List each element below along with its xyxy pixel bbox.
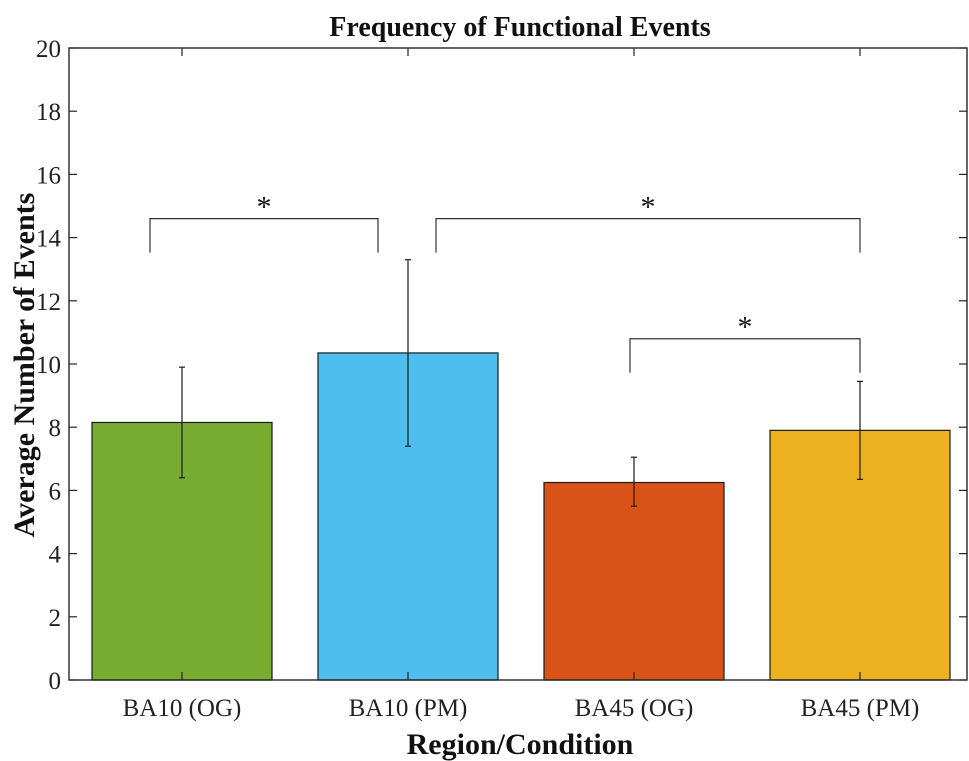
bar: [543, 481, 725, 681]
x-tick-label: BA10 (OG): [123, 695, 242, 722]
significance-bracket: [149, 218, 379, 253]
x-tick-label: BA10 (PM): [349, 695, 468, 722]
y-tick-label: 20: [36, 36, 61, 63]
y-tick-label: 6: [49, 478, 62, 505]
significance-bracket: [435, 218, 861, 253]
y-tick-label: 16: [36, 162, 61, 189]
significance-bracket: [629, 338, 861, 373]
significance-star: *: [738, 311, 753, 344]
y-axis-label: Average Number of Events: [8, 193, 41, 538]
y-tick-label: 18: [36, 99, 61, 126]
y-tick-label: 0: [49, 668, 62, 695]
x-tick-label: BA45 (OG): [575, 695, 694, 722]
y-tick-label: 12: [36, 289, 61, 316]
plot-area: 0 2 4 6 8 10 12 14 16 18 20 BA10 (OG) BA10 (PM) BA45 …: [36, 36, 968, 722]
significance-star: *: [257, 191, 272, 224]
y-tick-label: 10: [36, 352, 61, 379]
y-tick-label: 14: [36, 226, 62, 253]
significance-star: *: [641, 191, 656, 224]
x-tick-label: BA45 (PM): [801, 695, 920, 722]
y-tick-label: 2: [49, 605, 62, 632]
y-tick-label: 4: [49, 542, 62, 569]
x-axis-label: Region/Condition: [407, 728, 634, 761]
y-tick-label: 8: [49, 415, 62, 442]
chart-title: Frequency of Functional Events: [329, 12, 710, 43]
